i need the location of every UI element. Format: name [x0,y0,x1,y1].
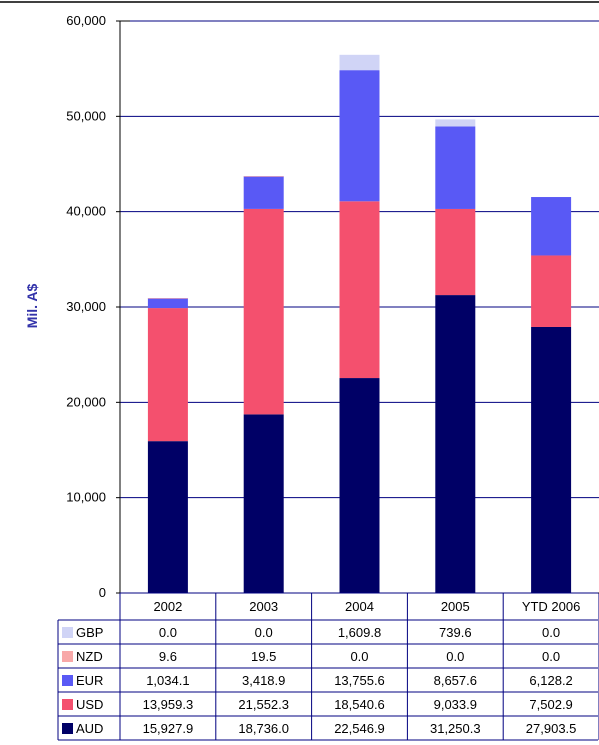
table-value-cell: 18,736.0 [238,721,289,736]
table-value-cell: 1,034.1 [146,673,189,688]
legend-label-usd: USD [76,697,103,712]
bar-segment-aud [531,326,572,593]
table-value-cell: 13,959.3 [143,697,194,712]
table-value-cell: 739.6 [439,625,472,640]
legend-label-nzd: NZD [76,649,103,664]
table-category-header: YTD 2006 [522,599,581,614]
legend-swatch-aud [62,723,73,734]
legend-swatch-nzd [62,651,73,662]
table-value-cell: 15,927.9 [143,721,194,736]
table-value-cell: 31,250.3 [430,721,481,736]
bar-segment-usd [243,208,284,415]
bars [147,54,572,593]
data-table: 2002 2003 2004 2005 YTD 2006 GBP 0.0 0.0 1,609.8… [57,592,599,741]
legend-swatch-usd [62,699,73,710]
table-category-header: 2004 [345,599,374,614]
table-value-cell: 9.6 [159,649,177,664]
table-value-cell: 27,903.5 [526,721,577,736]
table-value-cell: 9,033.9 [434,697,477,712]
table-value-cell: 0.0 [159,625,177,640]
bar-segment-usd [339,201,380,379]
table-value-cell: 0.0 [255,625,273,640]
table-value-cell: 0.0 [542,625,560,640]
legend-swatch-gbp [62,627,73,638]
legend-swatch-eur [62,675,73,686]
table-value-cell: 19.5 [251,649,276,664]
bar-segment-aud [147,441,188,593]
table-value-cell: 1,609.8 [338,625,381,640]
bar-segment-eur [243,176,284,209]
bar-segment-eur [339,70,380,202]
table-value-cell: 0.0 [542,649,560,664]
legend-label-aud: AUD [76,721,103,736]
y-tick-label: 40,000 [66,204,106,219]
bar-segment-aud [339,378,380,593]
table-category-header: 2003 [249,599,278,614]
table-value-cell: 13,755.6 [334,673,385,688]
table-value-cell: 3,418.9 [242,673,285,688]
legend-label-eur: EUR [76,673,103,688]
table-value-cell: 8,657.6 [434,673,477,688]
table-category-header: 2005 [441,599,470,614]
table-category-header: 2002 [153,599,182,614]
table-value-cell: 21,552.3 [238,697,289,712]
bar-segment-nzd [243,176,284,177]
bar-segment-gbp [435,119,476,127]
y-tick-label: 20,000 [66,394,106,409]
y-axis-label: Mil. A$ [24,283,40,328]
y-tick-label: 30,000 [66,299,106,314]
bar-segment-usd [531,255,572,327]
bar-segment-eur [531,197,572,256]
y-tick-labels: 0 10,000 20,000 30,000 40,000 50,000 60,000 [66,13,106,600]
bar-segment-aud [435,295,476,593]
bar-segment-usd [147,308,188,442]
bar-segment-eur [147,298,188,309]
table-value-cell: 0.0 [446,649,464,664]
table-value-cell: 6,128.2 [529,673,572,688]
y-tick-label: 10,000 [66,490,106,505]
bar-segment-nzd [147,298,188,299]
y-tick-label: 50,000 [66,108,106,123]
bar-segment-aud [243,414,284,593]
y-tick-label: 0 [99,585,106,600]
legend-label-gbp: GBP [76,625,103,640]
table-value-cell: 7,502.9 [529,697,572,712]
y-tick-label: 60,000 [66,13,106,28]
bar-segment-eur [435,126,476,209]
table-value-cell: 18,540.6 [334,697,385,712]
table-value-cell: 22,546.9 [334,721,385,736]
bar-segment-usd [435,208,476,296]
table-value-cell: 0.0 [350,649,368,664]
bar-segment-gbp [339,54,380,71]
